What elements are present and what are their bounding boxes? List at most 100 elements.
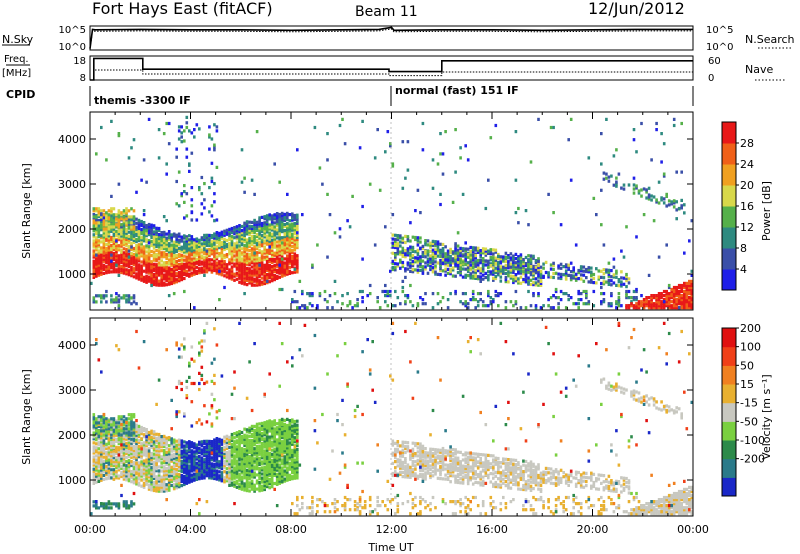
echo-cell [255,220,259,224]
echo-cell [195,261,199,265]
echo-cell [549,275,553,279]
echo-cell [185,259,189,263]
echo-cell [177,232,181,236]
echo-cell [188,476,191,480]
echo-cell [195,475,199,479]
echo-cell [180,192,183,196]
echo-cell [291,222,294,226]
echo-cell [100,218,103,222]
echo-cell [215,245,219,249]
echo-cell [233,246,236,250]
echo-cell [464,247,467,251]
echo-cell [245,252,249,256]
echo-cell [132,215,136,219]
echo-cell [424,302,427,306]
echo-cell [145,180,148,184]
echo-cell [278,214,281,219]
echo-cell [688,281,691,285]
echo-cell [190,441,194,445]
echo-cell [527,278,530,282]
echo-cell [539,306,543,310]
echo-cell [135,225,138,229]
echo-cell [338,235,342,239]
echo-cell [157,226,161,231]
echo-cell [265,226,269,230]
echo-cell [193,452,196,456]
echo-cell [117,450,121,454]
echo-cell [243,227,246,231]
echo-cell [162,245,166,249]
echo-cell [130,255,133,260]
echo-cell [152,468,156,472]
echo-cell [195,241,199,245]
echo-cell [667,294,671,298]
echo-cell [243,229,246,233]
echo-cell [200,452,204,456]
echo-cell [494,294,498,298]
echo-cell [210,448,214,452]
echo-cell [492,268,495,272]
echo-cell [180,237,184,241]
echo-cell [454,263,457,267]
echo-cell [268,276,271,280]
echo-cell [142,257,146,261]
echo-cell [200,456,204,460]
echo-cell [203,450,206,454]
echo-cell [672,306,676,310]
echo-cell [504,265,508,270]
echo-cell [670,300,673,304]
echo-cell [419,240,422,244]
echo-cell [253,235,256,239]
echo-cell [517,221,520,225]
echo-cell [208,266,211,270]
echo-cell [579,269,583,273]
echo-cell [205,439,209,443]
echo-cell [260,282,264,286]
echo-cell [685,287,689,292]
echo-cell [150,274,153,278]
echo-cell [431,248,435,252]
echo-cell [489,300,493,304]
echo-cell [524,268,528,272]
echo-cell [127,300,131,304]
echo-cell [142,235,146,239]
echo-cell [690,306,694,310]
echo-cell [188,274,191,278]
echo-cell [672,285,676,290]
echo-cell [494,123,498,128]
echo-cell [183,216,186,220]
echo-cell [195,265,199,269]
echo-cell [185,249,189,253]
echo-cell [642,302,646,306]
echo-cell [265,240,269,244]
echo-cell [105,444,108,448]
echo-cell [542,266,545,270]
echo-cell [107,225,111,229]
echo-cell [130,453,133,457]
echo-cell [115,229,118,233]
echo-cell [283,218,287,222]
echo-cell [160,247,163,251]
echo-cell [112,213,116,217]
echo-cell [157,265,161,269]
echo-cell [190,463,194,467]
echo-cell [273,243,276,247]
echo-cell [177,454,181,458]
echo-cell [499,255,503,259]
echo-cell [152,476,156,480]
echo-cell [92,261,96,265]
echo-cell [172,234,176,238]
echo-cell [147,479,151,483]
echo-cell [436,240,440,244]
echo-cell [577,271,580,275]
echo-cell [446,252,450,256]
echo-cell [145,466,148,470]
echo-cell [622,187,626,191]
echo-cell [155,230,158,234]
echo-cell [142,213,146,217]
echo-cell [208,472,211,476]
echo-cell [215,265,219,269]
echo-cell [270,277,274,281]
echo-cell [185,257,189,261]
